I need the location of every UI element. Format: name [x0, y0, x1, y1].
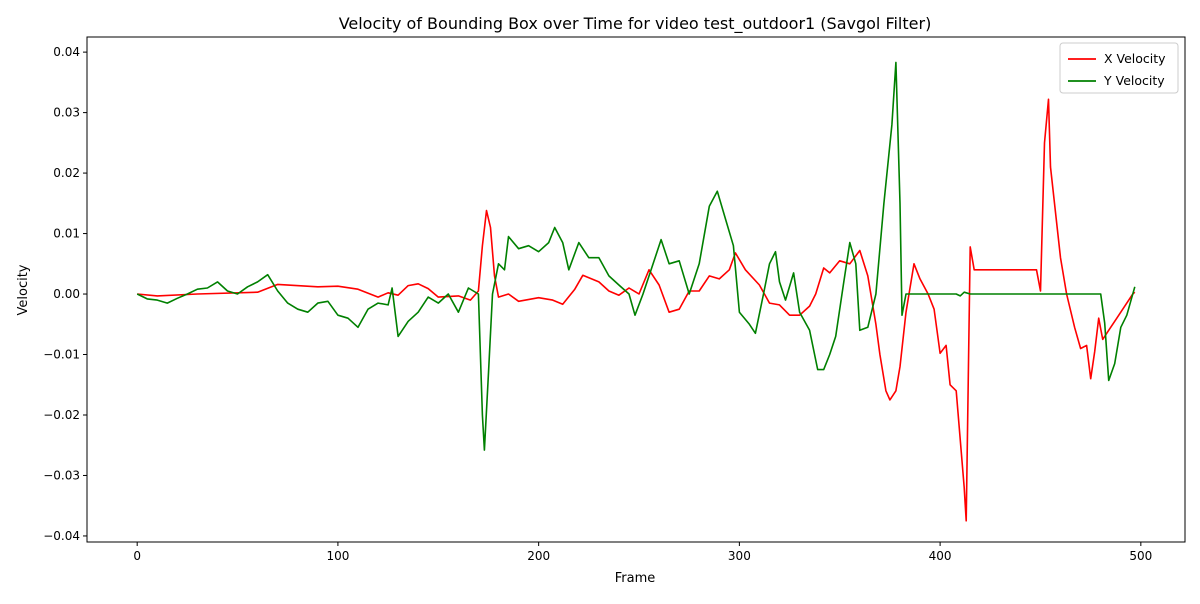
y-tick-label: −0.04	[43, 529, 80, 543]
legend: X Velocity Y Velocity	[1059, 42, 1179, 94]
x-axis-label: Frame	[615, 571, 656, 586]
series-line-y-velocity	[136, 61, 1136, 451]
y-axis: −0.04 −0.03 −0.02 −0.01 0.00 0.01 0.02 0.03 0.04	[43, 45, 87, 543]
x-tick-label: 300	[728, 549, 751, 563]
x-tick-label: 500	[1129, 549, 1152, 563]
legend-label: X Velocity	[1104, 51, 1166, 66]
y-tick-label: 0.03	[53, 106, 80, 120]
x-axis: 0 100 200 300 400 500	[133, 542, 1152, 563]
plot-area	[86, 36, 1186, 543]
y-tick-label: 0.02	[53, 166, 80, 180]
y-tick-label: −0.01	[43, 348, 80, 362]
x-tick-label: 400	[929, 549, 952, 563]
x-tick-label: 100	[326, 549, 349, 563]
y-tick-label: 0.04	[53, 45, 80, 59]
y-tick-label: −0.03	[43, 468, 80, 482]
series-line-x-velocity	[137, 98, 1136, 522]
legend-label: Y Velocity	[1103, 73, 1165, 88]
plot-frame	[86, 36, 1186, 543]
y-tick-label: 0.01	[53, 227, 80, 241]
chart-title: Velocity of Bounding Box over Time for v…	[339, 14, 932, 34]
y-axis-label: Velocity	[16, 264, 31, 315]
x-tick-label: 200	[527, 549, 550, 563]
x-tick-label: 0	[133, 549, 141, 563]
y-tick-label: 0.00	[53, 287, 80, 301]
y-tick-label: −0.02	[43, 408, 80, 422]
